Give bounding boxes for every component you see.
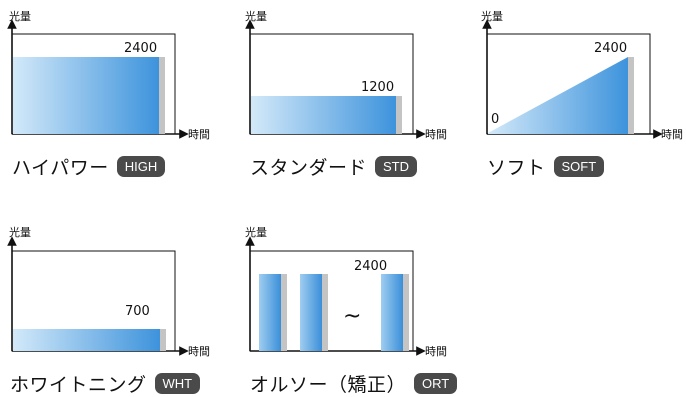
panel-soft: 光量 0 2400 時間 — [481, 9, 683, 141]
y-axis-label: 光量 — [245, 225, 267, 239]
mode-badge: STD — [375, 156, 418, 177]
gap-tilde: ~ — [343, 304, 361, 329]
bar-edge — [396, 96, 402, 134]
mode-name: スタンダード — [250, 157, 368, 179]
value-label: 2400 — [124, 41, 157, 56]
value-label-end: 2400 — [594, 41, 627, 56]
panel-high: 光量 2400 時間 — [7, 9, 210, 141]
caption-soft: ソフト SOFT — [487, 153, 605, 180]
bar-edge — [281, 274, 287, 351]
mode-badge: WHT — [154, 373, 201, 394]
y-axis-label: 光量 — [481, 9, 503, 23]
mode-name: ソフト — [487, 157, 546, 179]
pulse-bar — [300, 274, 322, 351]
value-label: 1200 — [361, 80, 394, 95]
mode-name: ハイパワー — [12, 157, 109, 179]
pulse-bar — [259, 274, 281, 351]
pulse-bar — [381, 274, 403, 351]
x-axis-label: 時間 — [188, 345, 210, 358]
panel-std: 光量 1200 時間 — [245, 9, 447, 141]
bar-edge — [403, 274, 409, 351]
light-level-bar — [13, 329, 160, 351]
x-axis-label: 時間 — [661, 128, 683, 141]
x-axis-label: 時間 — [425, 345, 447, 358]
x-axis-label: 時間 — [425, 128, 447, 141]
bar-edge — [159, 57, 165, 134]
caption-wht: ホワイトニング WHT — [10, 370, 201, 397]
bar-edge — [628, 57, 634, 134]
mode-badge: HIGH — [116, 156, 166, 177]
caption-ort: オルソー（矯正） ORT — [250, 370, 458, 397]
panel-ort: 光量 ~ 2400 時間 — [245, 225, 447, 358]
value-label: 700 — [125, 304, 150, 319]
y-axis-label: 光量 — [245, 9, 267, 23]
y-axis-label: 光量 — [9, 9, 31, 23]
mode-badge: ORT — [414, 373, 458, 394]
caption-std: スタンダード STD — [250, 153, 418, 180]
mode-badge: SOFT — [553, 156, 605, 177]
caption-high: ハイパワー HIGH — [12, 153, 166, 180]
y-axis-label: 光量 — [9, 225, 31, 239]
light-level-bar — [13, 57, 159, 134]
panel-wht: 光量 700 時間 — [7, 225, 210, 358]
bar-edge — [322, 274, 328, 351]
value-label-start: 0 — [491, 112, 499, 127]
mode-name: オルソー（矯正） — [250, 374, 407, 396]
ramp-shape — [488, 57, 628, 134]
light-level-bar — [251, 96, 396, 134]
value-label: 2400 — [354, 259, 387, 274]
x-axis-label: 時間 — [188, 128, 210, 141]
bar-edge — [160, 329, 166, 351]
mode-name: ホワイトニング — [10, 374, 147, 396]
